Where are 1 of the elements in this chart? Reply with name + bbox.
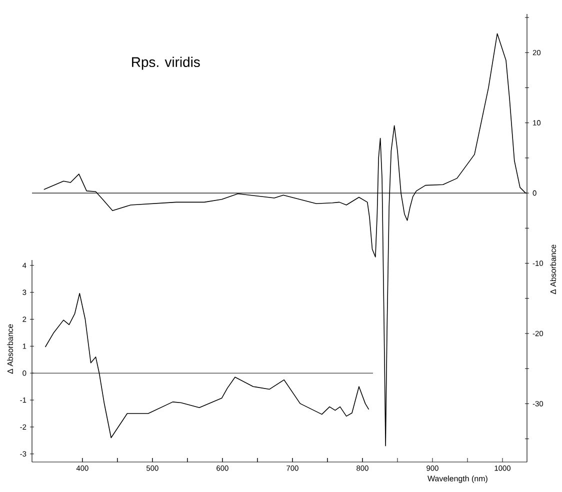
text: Rps. viridis	[132, 56, 200, 70]
